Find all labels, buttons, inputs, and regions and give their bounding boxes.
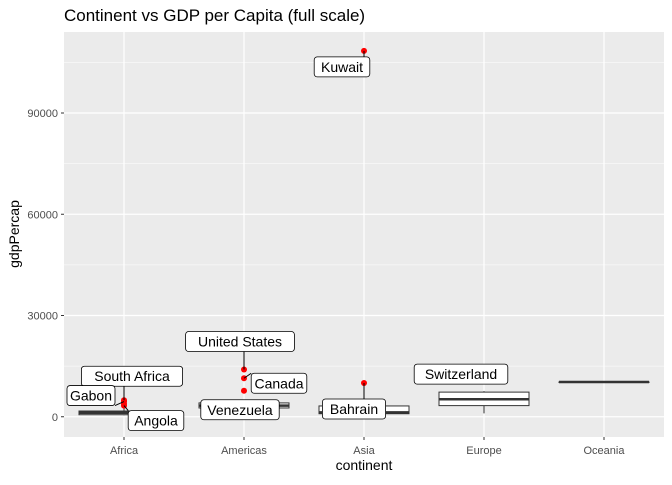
axes: 0 30000 60000 90000 Africa Americas Asia Europe… — [27, 108, 625, 457]
annotation-venezuela: Venezuela — [200, 399, 280, 421]
annotation-box — [81, 365, 183, 387]
x-axis-title: continent — [336, 457, 393, 473]
annotation-text: Kuwait — [321, 59, 363, 75]
annotation-text: Canada — [254, 375, 303, 391]
box-europe — [438, 391, 530, 414]
x-tick-label: Europe — [466, 445, 501, 457]
annotation-canada: Canada — [243, 372, 308, 394]
annotation-labels: Kuwait Bahrain Switzerland United States Can… — [66, 50, 509, 432]
annotation-kuwait: Kuwait — [313, 50, 371, 78]
annotation-leader — [243, 372, 252, 379]
annotation-text: South Africa — [94, 368, 170, 384]
y-tick-label: 0 — [52, 412, 58, 424]
annotation-box — [250, 372, 308, 394]
box-oceania — [558, 380, 650, 384]
x-tick-label: Oceania — [584, 445, 626, 457]
annotation-box — [200, 399, 280, 421]
annotation-box — [413, 363, 509, 385]
annotation-text: Angola — [134, 413, 178, 429]
y-tick-label: 90000 — [27, 108, 58, 120]
x-tick-label: Americas — [221, 445, 267, 457]
annotation-text: Bahrain — [330, 401, 378, 417]
annotation-box — [127, 410, 185, 432]
annotation-switzerland: Switzerland — [413, 363, 509, 385]
annotation-gabon: Gabon — [66, 385, 125, 407]
y-tick-label: 60000 — [27, 209, 58, 221]
annotation-box — [321, 398, 386, 420]
annotation-text: Gabon — [70, 388, 112, 404]
chart-title: Continent vs GDP per Capita (full scale) — [64, 6, 365, 25]
annotation-leader — [123, 405, 129, 411]
annotation-text: Switzerland — [425, 366, 497, 382]
annotation-south-africa: South Africa — [81, 365, 183, 401]
outlier-point — [241, 387, 247, 394]
annotation-bahrain: Bahrain — [321, 383, 386, 420]
annotation-box — [185, 331, 295, 352]
annotation-text: Venezuela — [207, 402, 273, 418]
y-axis-title: gdpPercap — [6, 200, 22, 268]
annotation-united-states: United States — [185, 331, 295, 370]
annotation-text: United States — [198, 334, 282, 350]
annotation-box — [66, 385, 116, 406]
annotation-box — [313, 56, 371, 78]
annotation-leader — [114, 401, 125, 407]
x-tick-label: Asia — [353, 445, 375, 457]
annotation-angola: Angola — [123, 405, 185, 432]
y-tick-label: 30000 — [27, 311, 58, 323]
x-tick-label: Africa — [110, 445, 139, 457]
